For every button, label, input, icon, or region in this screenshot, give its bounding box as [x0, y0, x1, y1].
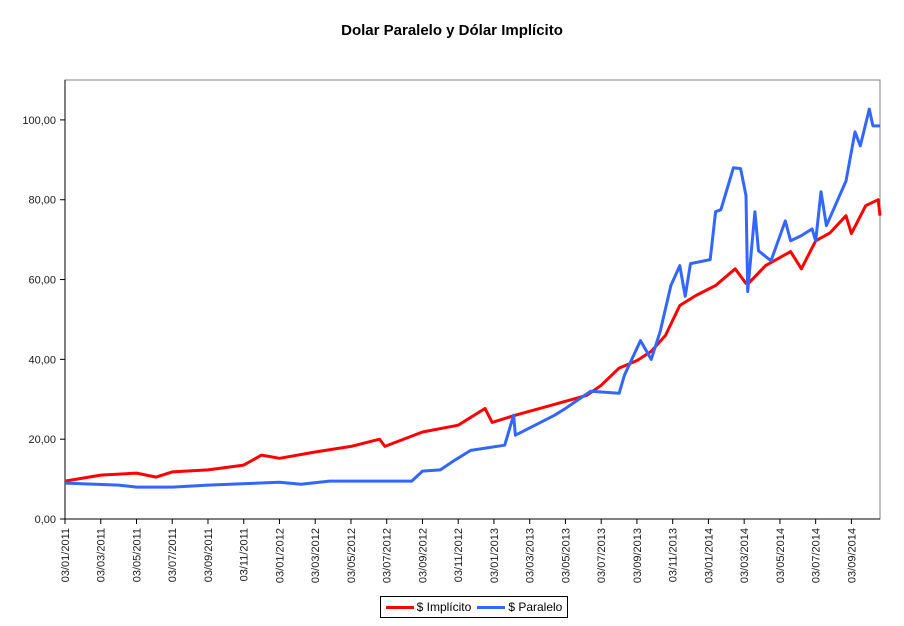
- x-tick-label: 03/01/2012: [274, 528, 286, 583]
- x-tick-label: 03/01/2014: [703, 528, 715, 583]
- x-tick-label: 03/05/2011: [131, 528, 143, 582]
- x-tick-label: 03/09/2011: [203, 528, 215, 582]
- x-tick-label: 03/01/2013: [489, 528, 501, 583]
- x-tick-label: 03/11/2012: [453, 528, 465, 582]
- x-tick-label: 03/05/2013: [560, 528, 572, 583]
- legend-label-implicito: $ Implícito: [416, 600, 472, 614]
- legend: $ Implícito $ Paralelo: [380, 596, 568, 618]
- x-tick-label: 03/11/2013: [668, 528, 680, 582]
- x-tick-label: 03/07/2013: [596, 528, 608, 583]
- legend-item-paralelo: $ Paralelo: [477, 600, 562, 614]
- y-tick-label: 20,00: [28, 434, 56, 446]
- x-tick-label: 03/11/2011: [239, 528, 251, 581]
- x-tick-label: 03/01/2011: [60, 528, 72, 582]
- x-tick-label: 03/03/2014: [739, 528, 751, 583]
- x-tick-label: 03/09/2014: [846, 528, 858, 583]
- legend-swatch-paralelo: [477, 605, 506, 609]
- x-tick-label: 03/03/2012: [310, 528, 322, 583]
- x-tick-label: 03/09/2012: [417, 528, 429, 583]
- x-tick-label: 03/05/2014: [775, 528, 787, 583]
- x-tick-label: 03/07/2014: [811, 528, 823, 583]
- y-tick-label: 40,00: [28, 354, 56, 366]
- x-tick-label: 03/07/2011: [167, 528, 179, 582]
- series-line-paralelo: [64, 107, 880, 489]
- y-tick-label: 100,00: [22, 115, 56, 127]
- plot-area: [64, 79, 881, 520]
- x-tick-label: 03/09/2013: [632, 528, 644, 583]
- series-line-implicito: [64, 198, 882, 483]
- y-tick-label: 0,00: [35, 514, 56, 526]
- legend-swatch-implicito: [385, 605, 414, 609]
- x-tick-label: 03/05/2012: [346, 528, 358, 583]
- y-tick-label: 60,00: [28, 275, 56, 287]
- y-tick-label: 80,00: [28, 195, 56, 207]
- legend-label-paralelo: $ Paralelo: [508, 600, 563, 614]
- chart-title: Dolar Paralelo y Dólar Implícito: [341, 22, 563, 39]
- legend-item-implicito: $ Implícito: [385, 600, 472, 614]
- x-tick-label: 03/03/2011: [96, 528, 108, 582]
- x-tick-label: 03/07/2012: [382, 528, 394, 583]
- x-tick-label: 03/03/2013: [525, 528, 537, 583]
